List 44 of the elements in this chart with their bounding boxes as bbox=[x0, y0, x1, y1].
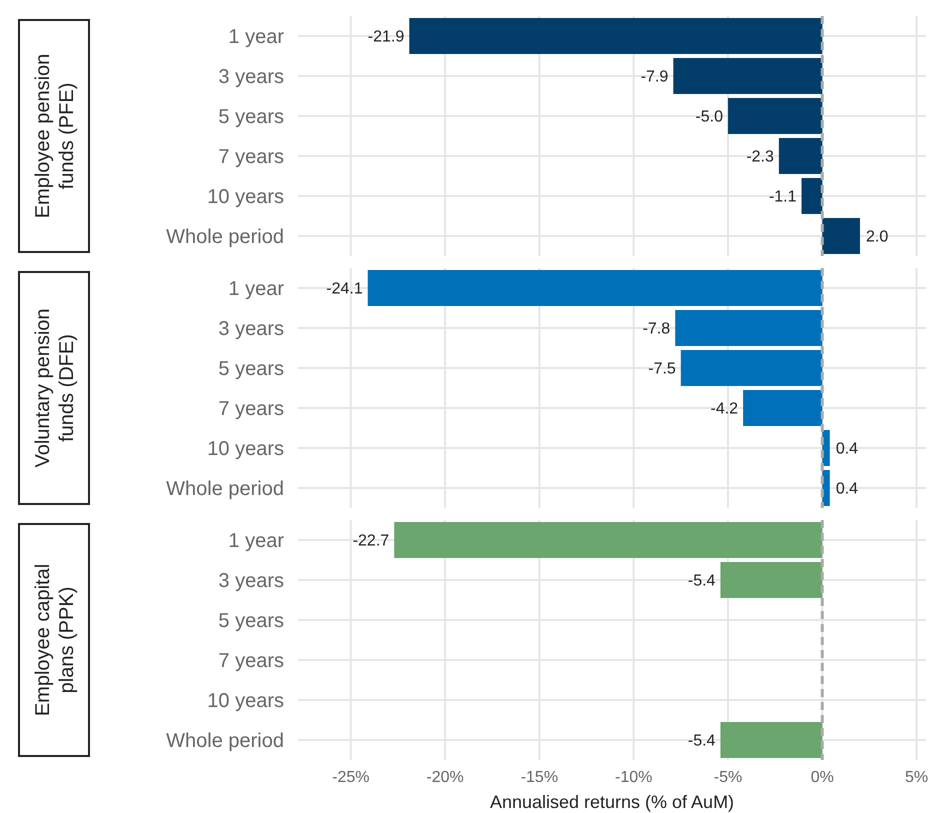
y-tick-label: 1 year bbox=[228, 278, 284, 300]
x-tick-label: -25% bbox=[332, 769, 370, 786]
y-tick-label: 10 years bbox=[207, 438, 284, 460]
data-label: -7.8 bbox=[642, 320, 670, 338]
x-axis-title: Annualised returns (% of AuM) bbox=[490, 792, 734, 812]
text: Employee pension funds (PFE) bbox=[32, 54, 78, 218]
text: Employee capital plans (PPK) bbox=[32, 564, 78, 716]
x-tick-label: 0% bbox=[810, 769, 834, 786]
data-label: -24.1 bbox=[326, 280, 363, 298]
data-label: -7.5 bbox=[648, 360, 676, 378]
x-tick-label: -15% bbox=[520, 769, 558, 786]
data-label: 0.4 bbox=[836, 480, 858, 498]
y-tick-label: Whole period bbox=[166, 730, 284, 752]
y-tick-label: 3 years bbox=[218, 318, 284, 340]
y-tick-label: 7 years bbox=[218, 398, 284, 420]
y-tick-label: 1 year bbox=[228, 26, 284, 48]
y-tick-label: 3 years bbox=[218, 570, 284, 592]
y-tick-label: 10 years bbox=[207, 186, 284, 208]
data-label: -2.3 bbox=[746, 148, 774, 166]
y-tick-label: Whole period bbox=[166, 226, 284, 248]
y-tick-label: 5 years bbox=[218, 106, 284, 128]
data-label: 2.0 bbox=[866, 228, 888, 246]
y-tick-label: 7 years bbox=[218, 650, 284, 672]
y-tick-label: 5 years bbox=[218, 610, 284, 632]
data-label: -5.4 bbox=[688, 572, 716, 590]
y-tick-label: 3 years bbox=[218, 66, 284, 88]
y-tick-label: 10 years bbox=[207, 690, 284, 712]
y-tick-label: 7 years bbox=[218, 146, 284, 168]
data-label: -5.0 bbox=[695, 108, 724, 126]
data-label: 0.4 bbox=[836, 440, 858, 458]
data-label: -7.9 bbox=[640, 68, 668, 86]
x-tick-label: -10% bbox=[615, 769, 652, 786]
data-label: -5.4 bbox=[688, 732, 716, 750]
data-label: -21.9 bbox=[368, 28, 404, 46]
data-label: -4.2 bbox=[710, 400, 738, 418]
y-tick-label: 5 years bbox=[218, 358, 284, 380]
y-tick-label: 1 year bbox=[228, 530, 284, 552]
data-label: -22.7 bbox=[352, 532, 390, 550]
x-tick-label: -20% bbox=[426, 769, 464, 786]
text: Voluntary pension funds (DFE) bbox=[32, 308, 78, 468]
x-tick-label: 5% bbox=[905, 769, 928, 786]
y-tick-label: Whole period bbox=[166, 478, 284, 500]
x-tick-label: -5% bbox=[714, 769, 742, 786]
data-label: -1.1 bbox=[768, 188, 797, 206]
